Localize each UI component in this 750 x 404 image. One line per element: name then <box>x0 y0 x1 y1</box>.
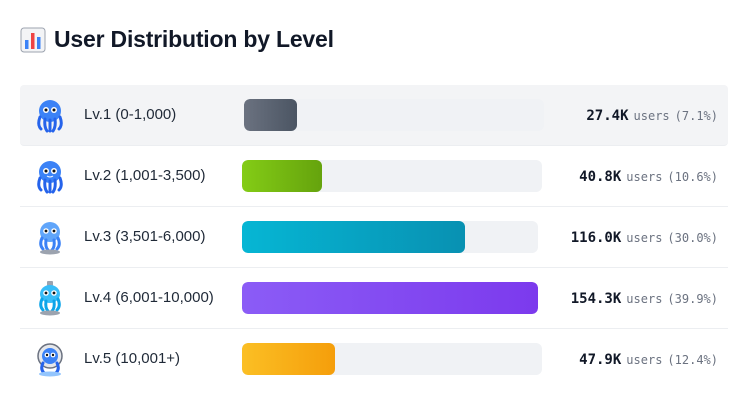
user-count: 27.4K <box>586 108 629 124</box>
user-percent: (39.9%) <box>667 292 718 306</box>
user-percent: (30.0%) <box>667 231 718 245</box>
level-list: Lv.1 (0-1,000) 27.4K users (7.1%) Lv.2 (1,… <box>20 85 728 389</box>
level-stats: 154.3K users (39.9%) <box>571 268 718 328</box>
level-stats: 27.4K users (7.1%) <box>586 85 718 145</box>
octopus-lv2-icon <box>37 161 63 194</box>
level-bar-fill <box>242 343 336 375</box>
level-label: Lv.2 (1,001-3,500) <box>84 167 206 184</box>
level-label: Lv.4 (6,001-10,000) <box>84 289 214 306</box>
level-label: Lv.3 (3,501-6,000) <box>84 228 206 245</box>
level-label: Lv.1 (0-1,000) <box>84 106 177 123</box>
level-bar-track <box>242 343 542 375</box>
level-label: Lv.5 (10,001+) <box>84 350 181 367</box>
user-unit: users <box>626 170 663 184</box>
bar-chart-icon <box>20 27 46 52</box>
octopus-lv4-icon <box>39 281 61 316</box>
level-bar-track <box>242 160 542 192</box>
level-stats: 116.0K users (30.0%) <box>571 207 718 267</box>
level-bar-fill <box>244 99 298 131</box>
page-title: User Distribution by Level <box>54 26 334 52</box>
user-unit: users <box>626 292 663 306</box>
octopus-lv5-icon <box>37 343 63 377</box>
level-stats: 40.8K users (10.6%) <box>579 146 718 206</box>
user-unit: users <box>626 231 663 245</box>
user-count: 116.0K <box>570 230 622 246</box>
level-row: Lv.3 (3,501-6,000) 116.0K users (30.0%) <box>20 207 728 268</box>
user-unit: users <box>633 109 670 123</box>
level-stats: 47.9K users (12.4%) <box>579 329 718 389</box>
level-row: Lv.5 (10,001+) 47.9K users (12.4%) <box>20 329 728 389</box>
level-row: Lv.2 (1,001-3,500) 40.8K users (10.6%) <box>20 146 728 207</box>
user-count: 47.9K <box>579 352 622 368</box>
page-header: User Distribution by Level <box>20 26 334 53</box>
level-row: Lv.1 (0-1,000) 27.4K users (7.1%) <box>20 85 728 146</box>
level-bar-fill <box>242 282 538 314</box>
level-bar-track <box>242 221 538 253</box>
user-percent: (7.1%) <box>674 109 718 123</box>
octopus-lv3-icon <box>39 222 61 255</box>
level-row: Lv.4 (6,001-10,000) 154.3K users (39.9%) <box>20 268 728 329</box>
user-count: 40.8K <box>579 169 622 185</box>
level-bar-fill <box>242 221 465 253</box>
user-count: 154.3K <box>570 291 622 307</box>
level-bar-track <box>242 282 538 314</box>
level-bar-fill <box>242 160 322 192</box>
user-percent: (10.6%) <box>667 170 718 184</box>
level-bar-track <box>244 99 544 131</box>
user-unit: users <box>626 353 663 367</box>
octopus-lv1-icon <box>37 100 63 133</box>
user-percent: (12.4%) <box>667 353 718 367</box>
